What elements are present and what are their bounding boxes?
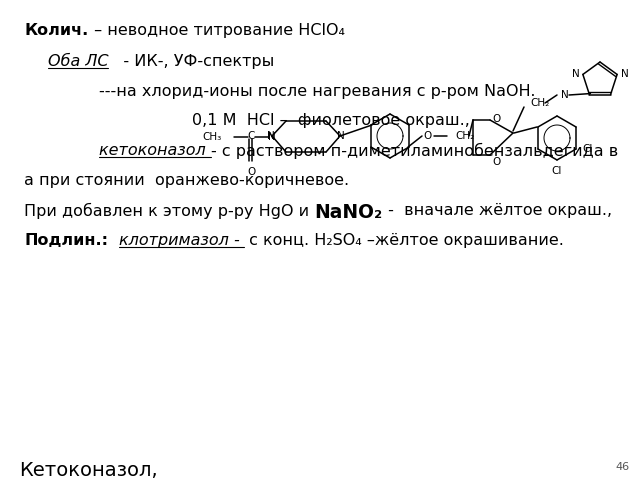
Text: Cl: Cl <box>582 144 593 154</box>
Text: - с раствором п-диметиламинобензальдегида в: - с раствором п-диметиламинобензальдегид… <box>211 143 618 159</box>
Text: с конц. H₂SO₄ –жёлтое окрашивание.: с конц. H₂SO₄ –жёлтое окрашивание. <box>244 233 564 248</box>
Text: N: N <box>621 70 629 79</box>
Text: CH₃: CH₃ <box>203 132 222 142</box>
Text: Кетоконазол,: Кетоконазол, <box>19 461 158 480</box>
Text: N: N <box>337 131 345 141</box>
Text: клотримазол -: клотримазол - <box>118 233 244 248</box>
Text: N: N <box>267 131 275 141</box>
Text: NaNO₂: NaNO₂ <box>315 203 383 222</box>
Text: а при стоянии  оранжево-коричневое.: а при стоянии оранжево-коричневое. <box>24 173 349 188</box>
Text: Cl: Cl <box>552 166 562 176</box>
Text: N: N <box>561 90 569 100</box>
Text: N: N <box>268 132 276 142</box>
Text: O: O <box>492 157 500 167</box>
Text: - ИК-, УФ-спектры: - ИК-, УФ-спектры <box>109 54 275 69</box>
Text: кетоконазол: кетоконазол <box>99 143 211 158</box>
Text: ---на хлорид-ионы после нагревания с р-ром NaOH.: ---на хлорид-ионы после нагревания с р-р… <box>99 84 536 98</box>
Text: O: O <box>248 167 256 177</box>
Text: 46: 46 <box>616 462 630 472</box>
Text: CH₂: CH₂ <box>530 98 549 108</box>
Text: O: O <box>424 131 432 141</box>
Text: Подлин.:: Подлин.: <box>24 233 108 248</box>
Text: CH₂: CH₂ <box>455 131 474 141</box>
Text: – неводное титрование HClO₄: – неводное титрование HClO₄ <box>88 23 344 38</box>
Text: При добавлен к этому р-ру HgO и: При добавлен к этому р-ру HgO и <box>24 203 315 219</box>
Text: C: C <box>247 131 255 141</box>
Text: O: O <box>492 114 500 124</box>
Text: Колич.: Колич. <box>24 23 88 38</box>
Text: -  вначале жёлтое окраш.,: - вначале жёлтое окраш., <box>383 203 612 217</box>
Text: Оба ЛС: Оба ЛС <box>48 54 109 69</box>
Text: 0,1 М  HCl –  фиолетовое окраш.,: 0,1 М HCl – фиолетовое окраш., <box>192 113 470 128</box>
Text: N: N <box>572 70 580 79</box>
